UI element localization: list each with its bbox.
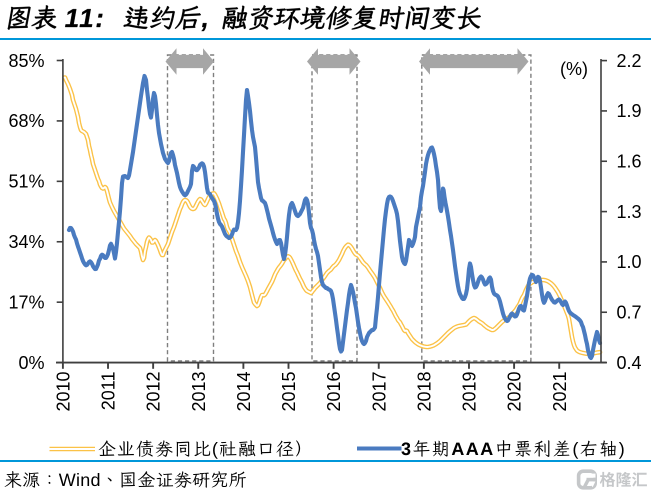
svg-text:68%: 68% <box>8 111 44 131</box>
svg-text:2014: 2014 <box>234 372 254 412</box>
svg-text:1.9: 1.9 <box>617 101 642 121</box>
svg-text:2019: 2019 <box>460 372 480 412</box>
svg-text:85%: 85% <box>8 51 44 71</box>
svg-text:0.7: 0.7 <box>617 303 642 323</box>
svg-text:2021: 2021 <box>550 372 570 412</box>
svg-text:2020: 2020 <box>505 372 525 412</box>
svg-text:1.6: 1.6 <box>617 152 642 172</box>
svg-text:51%: 51% <box>8 172 44 192</box>
svg-text:2018: 2018 <box>414 372 434 412</box>
svg-text:0%: 0% <box>18 353 44 373</box>
svg-text:2012: 2012 <box>144 372 164 412</box>
svg-text:2017: 2017 <box>369 372 389 412</box>
svg-text:2015: 2015 <box>279 372 299 412</box>
svg-text:17%: 17% <box>8 292 44 312</box>
svg-text:1.3: 1.3 <box>617 202 642 222</box>
svg-text:0.4: 0.4 <box>617 353 642 373</box>
svg-text:2013: 2013 <box>189 372 209 412</box>
svg-text:34%: 34% <box>8 232 44 252</box>
svg-text:1.0: 1.0 <box>617 252 642 272</box>
svg-text:(%): (%) <box>560 59 588 79</box>
svg-text:2010: 2010 <box>54 372 74 412</box>
svg-text:2.2: 2.2 <box>617 51 642 71</box>
svg-text:2016: 2016 <box>324 372 344 412</box>
svg-text:2011: 2011 <box>99 372 119 411</box>
